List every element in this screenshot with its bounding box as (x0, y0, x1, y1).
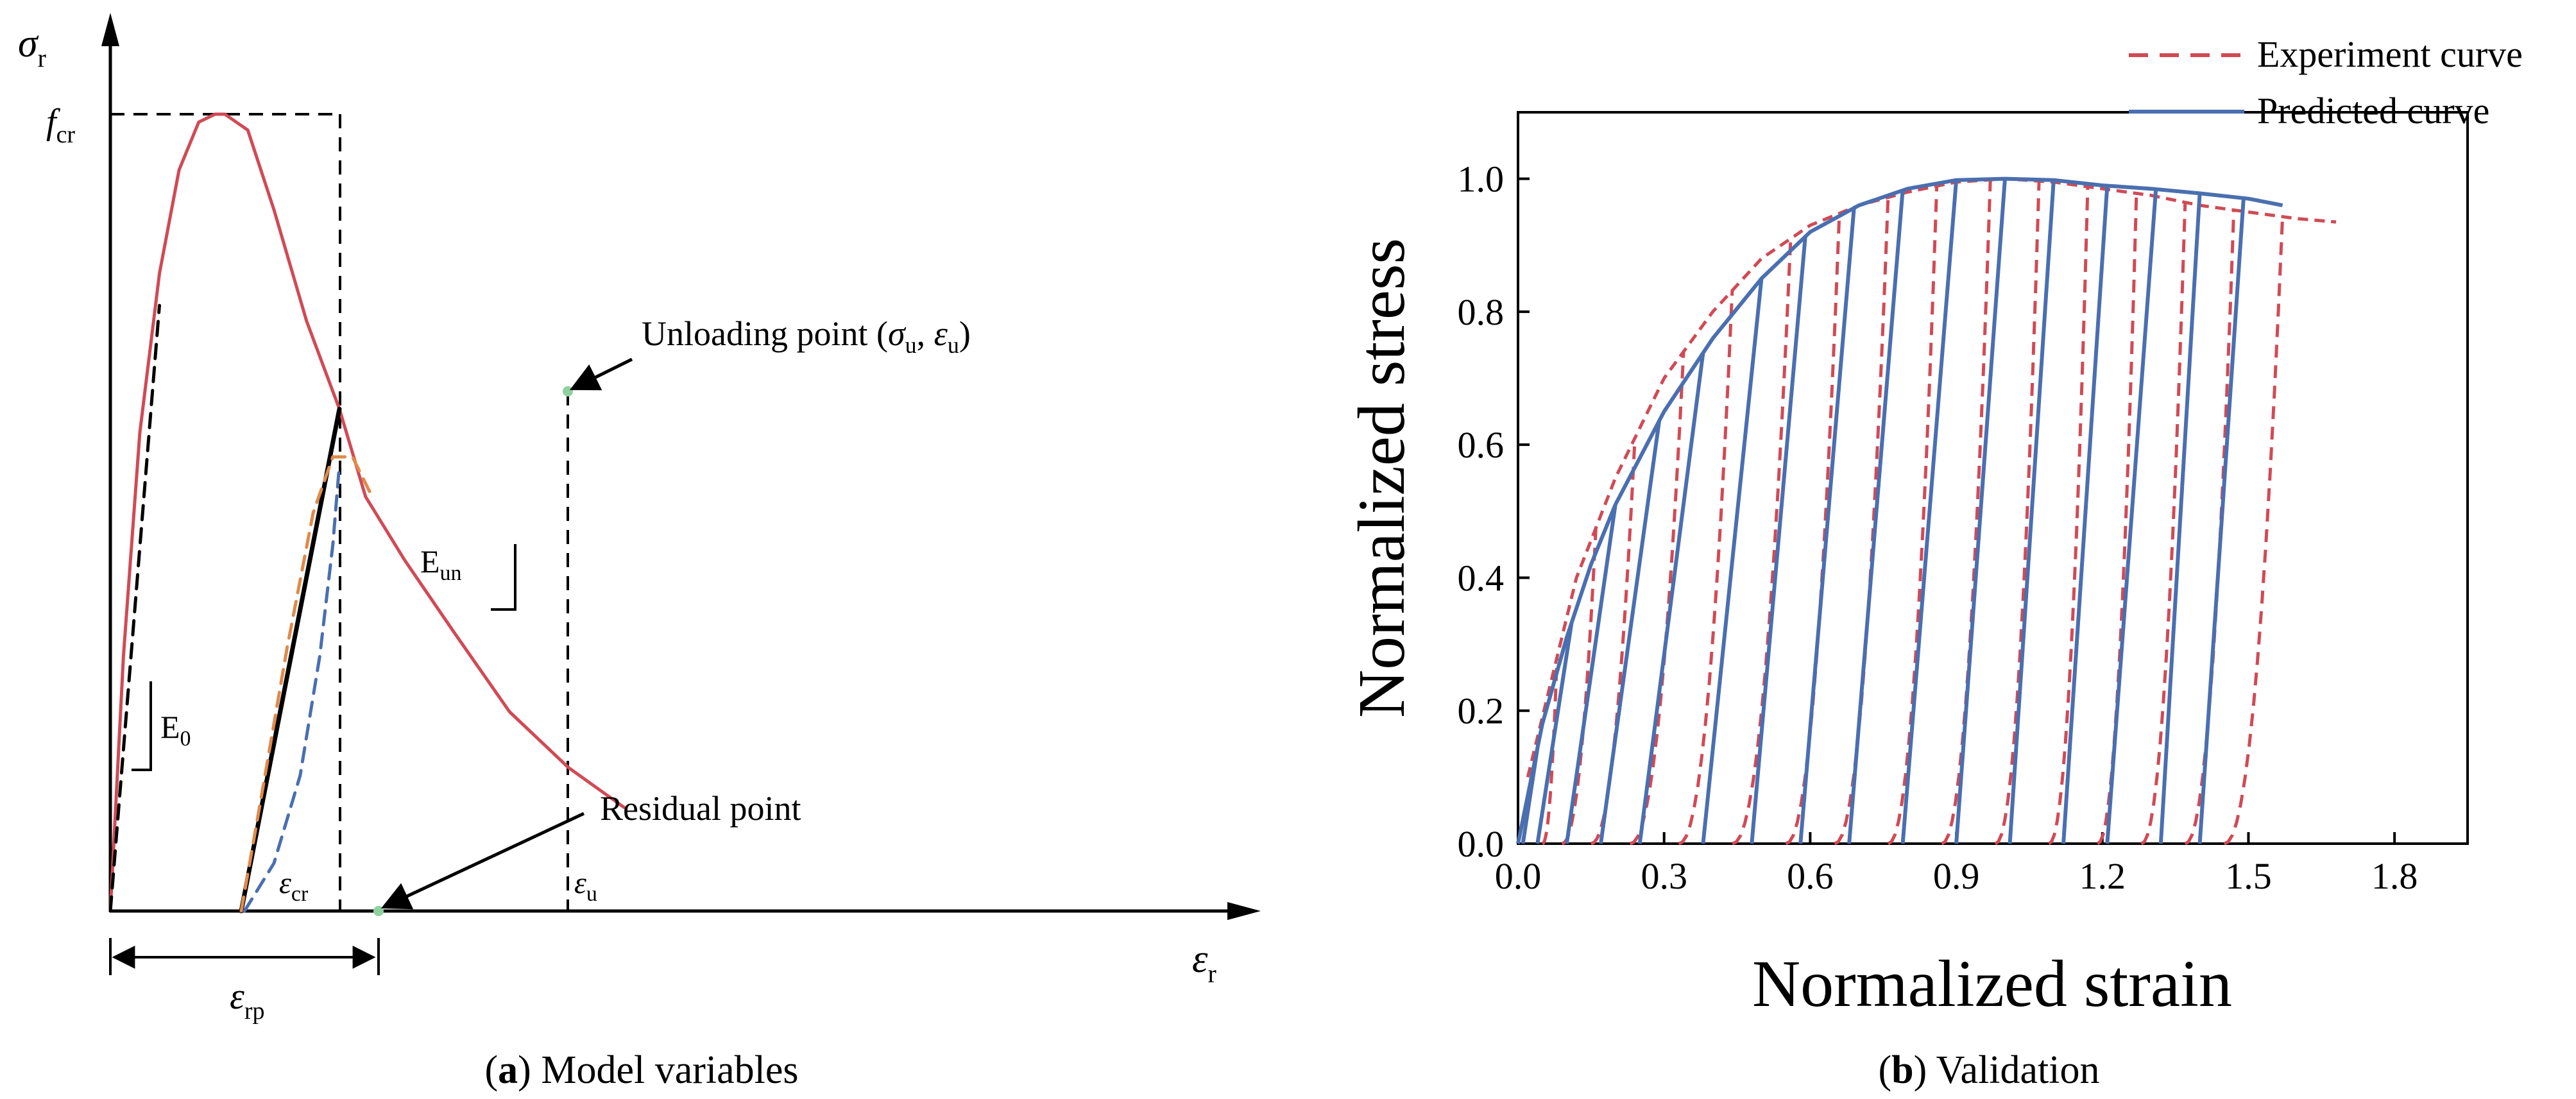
b-predicted-cycle (2105, 189, 2158, 844)
a-x-axis-arrowhead (1227, 902, 1261, 920)
b-experiment-cycle (2047, 187, 2090, 846)
a-series-envelope (108, 112, 626, 913)
b-x-tick-label: 0.3 (1641, 855, 1687, 897)
a-eu-label: εu (574, 866, 597, 906)
b-experiment-cycle (2223, 216, 2285, 846)
b-predicted-cycle (1750, 236, 1807, 844)
b-predicted-cycle (2197, 198, 2246, 844)
b-experiment-cycle (1629, 351, 1685, 846)
a-residual-point-marker (373, 906, 384, 916)
b-predicted-cycle (1847, 190, 1905, 844)
a-y-axis-arrowhead (101, 13, 119, 46)
b-predicted-cycle (1798, 207, 1856, 844)
a-eun-label: Eun (420, 543, 462, 585)
b-experiment-cycle (1994, 181, 2041, 846)
b-experiment-cycle (1731, 238, 1793, 846)
a-unloading-point-label: Unloading point (σu, εu) (642, 314, 971, 358)
b-y-tick-label: 0.8 (1458, 291, 1505, 333)
b-x-tick-label: 1.2 (2079, 855, 2126, 897)
b-x-axis-label: Normalized strain (1752, 947, 2232, 1021)
a-series-reloading-blue (243, 463, 341, 913)
b-predicted-cycle (1701, 278, 1764, 844)
b-experiment-cycle (1785, 213, 1841, 846)
a-e0-slope-triangle (132, 681, 152, 771)
b-y-tick-label: 0.4 (1458, 557, 1505, 599)
b-legend-experiment-label: Experiment curve (2257, 33, 2523, 75)
a-series-initial-tangent (108, 303, 161, 913)
a-eun-slope-triangle (491, 544, 516, 611)
a-fcr-label: fcr (46, 102, 75, 148)
panel-b-validation: 0.0 0.3 0.6 0.9 1.2 1.5 1.80.00.20.40.60.81.0 … (1345, 33, 2523, 1092)
b-experiment-cycle (1834, 197, 1890, 846)
b-y-tick-label: 0.6 (1458, 424, 1505, 466)
a-caption: (a) Model variables (485, 1048, 799, 1092)
b-x-tick-label: 0.9 (1933, 855, 1980, 897)
b-x-tick-label: 1.8 (2371, 855, 2418, 897)
a-residual-arrow (380, 812, 585, 910)
b-y-tick-label: 0.2 (1458, 690, 1505, 732)
a-series-reloading-orange (239, 455, 374, 913)
a-series-unloading-secant (239, 407, 342, 914)
b-experiment-cycle (2140, 202, 2187, 846)
a-unloading-point-marker (563, 386, 573, 396)
b-predicted-cycle (1564, 504, 1617, 844)
a-x-axis-label: εr (1192, 937, 1216, 988)
b-caption: (b) Validation (1878, 1048, 2099, 1092)
b-y-tick-label: 1.0 (1458, 158, 1505, 200)
b-x-tick-label: 0.0 (1495, 855, 1542, 897)
b-predicted-envelope (1516, 176, 2283, 844)
b-predicted-cycle (2158, 193, 2202, 844)
a-residual-point-label: Residual point (600, 789, 801, 828)
b-plot-frame (1517, 111, 2469, 845)
b-y-tick-label: 0.0 (1458, 823, 1505, 865)
a-erp-label: εrp (230, 975, 265, 1025)
b-legend: Experiment curve Predicted curve (2129, 33, 2523, 132)
b-predicted-cycle (1954, 178, 2007, 844)
b-predicted-cycle (1900, 180, 1959, 844)
a-unloading-arrow (569, 357, 633, 391)
b-predicted-cycle (1637, 352, 1705, 844)
b-predicted-cycle (2008, 180, 2056, 844)
b-predicted-cycle (1599, 420, 1662, 844)
a-e0-label: E0 (160, 709, 191, 751)
a-ecr-label: εcr (279, 866, 309, 906)
b-x-tick-label: 1.5 (2225, 855, 2272, 897)
a-y-axis-label: σr (18, 22, 46, 72)
b-experiment-cycle (1541, 657, 1559, 846)
b-experiment-cycle (1678, 290, 1734, 846)
b-predicted-cycle (2061, 185, 2110, 844)
b-y-axis-label: Normalized stress (1345, 238, 1419, 718)
b-predicted-cycle (1535, 622, 1574, 844)
b-x-tick-label: 0.6 (1787, 855, 1834, 897)
b-legend-predicted-label: Predicted curve (2257, 90, 2489, 132)
panel-a-model-variables: σr εr fcr εcr εu εrp E0 Eun Unloading po… (18, 13, 1261, 1092)
